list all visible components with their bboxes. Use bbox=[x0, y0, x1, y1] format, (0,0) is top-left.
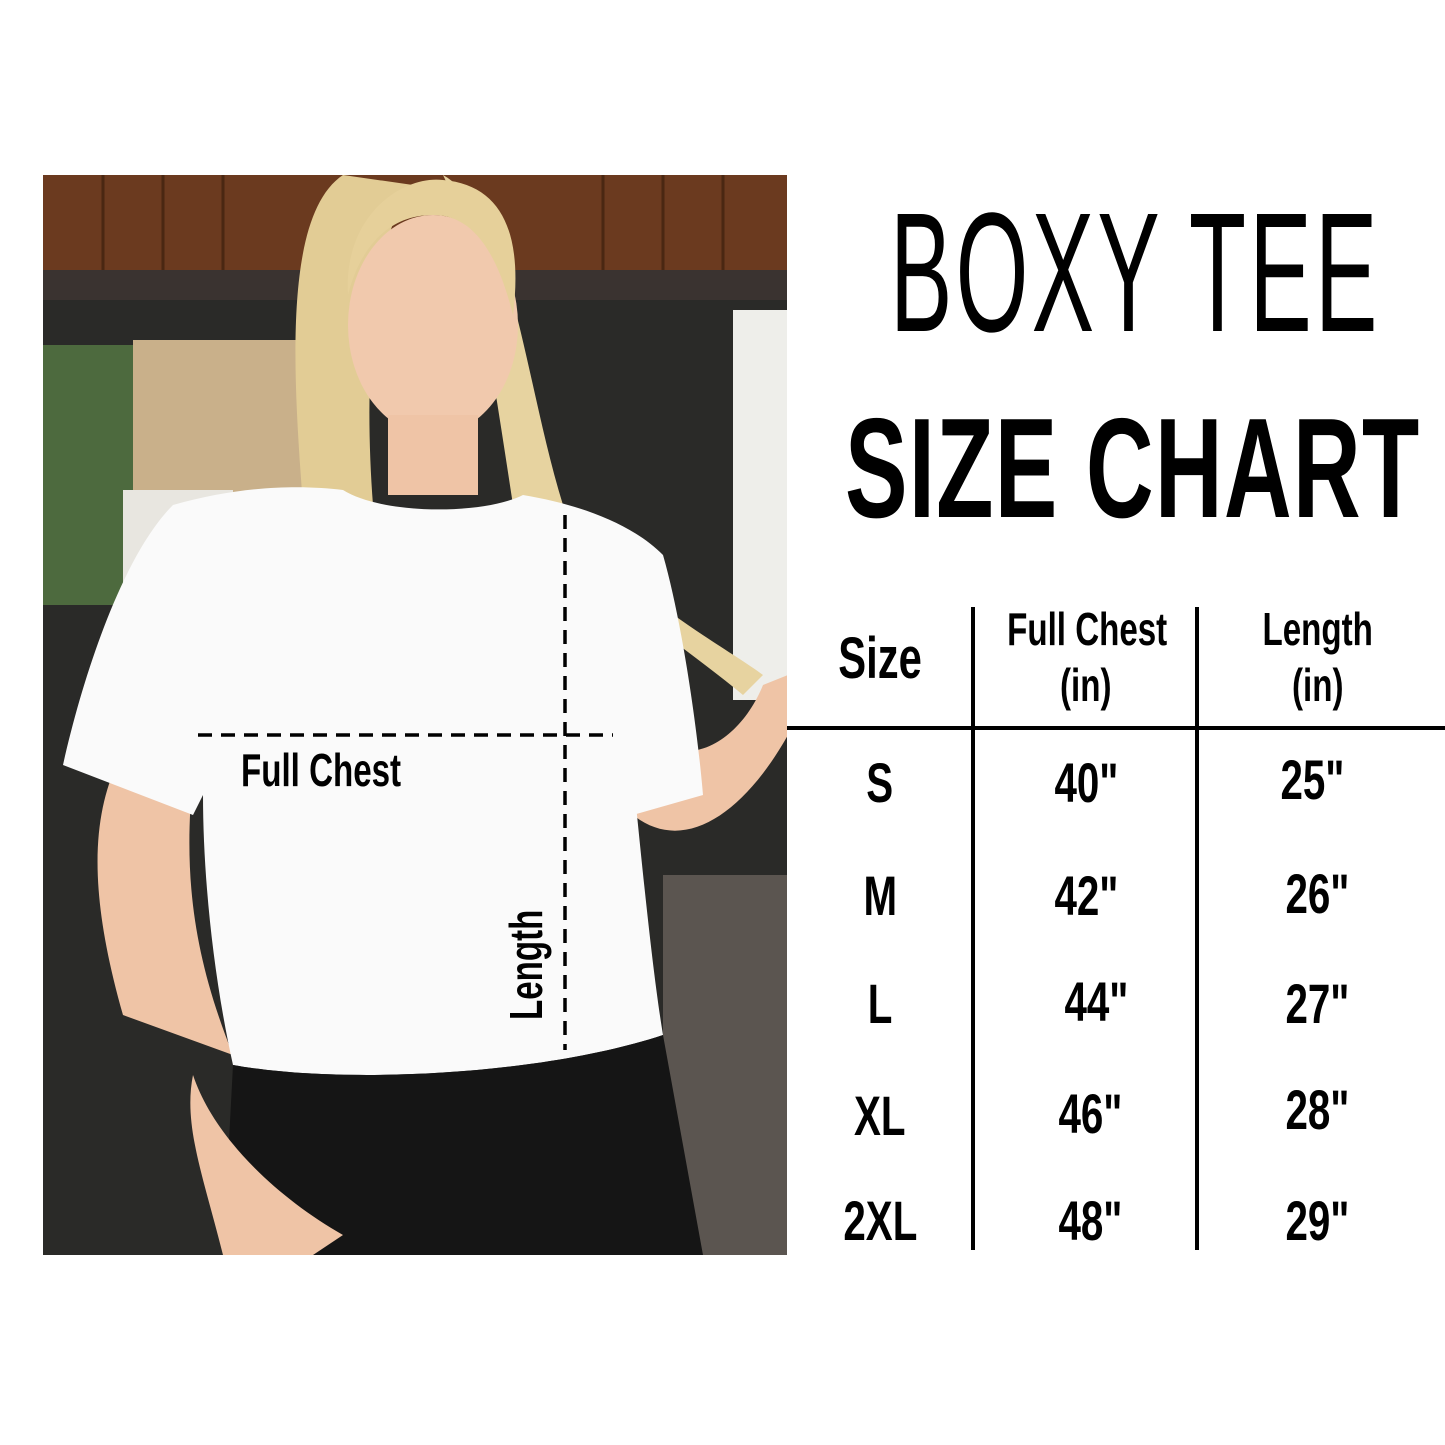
length-cell: 27" bbox=[1285, 972, 1350, 1035]
size-cell: L bbox=[867, 972, 893, 1035]
length-cell: 25" bbox=[1280, 748, 1345, 811]
model-photo: Full Chest Length bbox=[43, 175, 787, 1255]
header-divider bbox=[787, 726, 1445, 730]
chest-cell: 40" bbox=[1054, 751, 1118, 814]
size-cell: S bbox=[866, 751, 894, 814]
column-divider bbox=[1195, 607, 1199, 1250]
full-chest-label-text: Full Chest bbox=[241, 744, 402, 796]
photo-illustration bbox=[43, 175, 787, 1255]
chest-cell: 48" bbox=[1058, 1189, 1122, 1252]
size-chart-title: SIZE CHART bbox=[845, 389, 1421, 548]
chest-cell: 46" bbox=[1058, 1082, 1122, 1145]
product-title: BOXY TEE bbox=[890, 178, 1381, 368]
size-cell: M bbox=[863, 864, 897, 927]
chest-cell: 44" bbox=[1064, 970, 1128, 1033]
full-chest-label: Full Chest bbox=[241, 747, 463, 793]
size-cell: XL bbox=[854, 1084, 906, 1147]
length-label: Length bbox=[500, 767, 552, 1020]
header-length: Length (in) bbox=[1262, 603, 1373, 711]
size-cell: 2XL bbox=[843, 1189, 917, 1252]
column-divider bbox=[971, 607, 975, 1250]
length-cell: 29" bbox=[1285, 1189, 1350, 1252]
header-chest: Full Chest (in) bbox=[1007, 603, 1168, 711]
length-cell: 28" bbox=[1285, 1078, 1350, 1141]
length-label-text: Length bbox=[500, 909, 552, 1020]
chest-cell: 42" bbox=[1054, 864, 1118, 927]
length-cell: 26" bbox=[1285, 862, 1350, 925]
header-size: Size bbox=[838, 626, 922, 691]
